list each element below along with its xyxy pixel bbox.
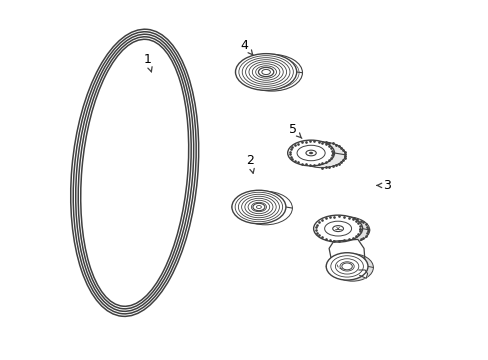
Ellipse shape: [83, 42, 186, 304]
Text: 5: 5: [288, 123, 301, 138]
Ellipse shape: [287, 140, 334, 166]
Ellipse shape: [256, 206, 261, 208]
Ellipse shape: [252, 203, 264, 211]
Text: 1: 1: [143, 53, 152, 72]
Ellipse shape: [241, 54, 302, 91]
Ellipse shape: [341, 263, 351, 270]
Ellipse shape: [258, 67, 273, 77]
Polygon shape: [328, 239, 365, 270]
Ellipse shape: [235, 54, 296, 90]
Ellipse shape: [305, 150, 316, 156]
Ellipse shape: [331, 254, 373, 281]
Ellipse shape: [308, 152, 312, 154]
Polygon shape: [358, 270, 367, 278]
Ellipse shape: [320, 217, 369, 243]
Ellipse shape: [231, 190, 285, 224]
Ellipse shape: [332, 226, 343, 231]
Ellipse shape: [325, 253, 367, 280]
Ellipse shape: [313, 215, 362, 242]
Text: 2: 2: [245, 154, 254, 173]
Text: 4: 4: [240, 39, 253, 55]
Ellipse shape: [298, 142, 345, 168]
Ellipse shape: [261, 69, 270, 75]
Text: 3: 3: [376, 179, 390, 192]
Ellipse shape: [238, 192, 292, 225]
